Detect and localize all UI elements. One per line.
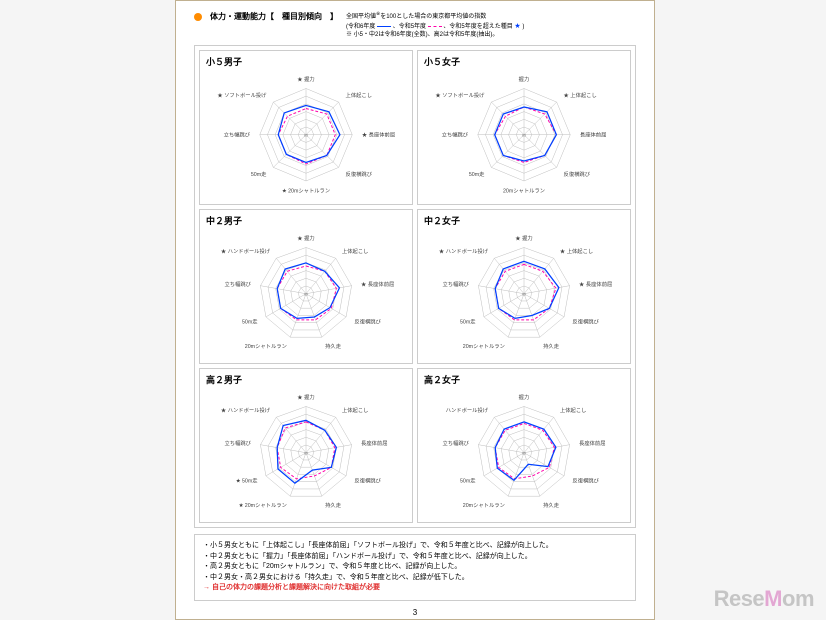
svg-text:★ 20mシャトルラン: ★ 20mシャトルラン [282,188,330,195]
svg-text:反復横跳び: 反復横跳び [572,318,599,326]
radar-chart: 小５女子握力★ 上体起こし長座体前屈反復横跳び20mシャトルラン50m走立ち幅跳… [417,50,631,205]
arrow-icon: → [203,584,210,591]
svg-text:85: 85 [522,452,526,456]
svg-text:立ち幅跳び: 立ち幅跳び [442,280,469,288]
svg-text:50m走: 50m走 [242,319,258,326]
note-item: 中２男女・高２男女における「持久走」で、令和５年度と比べ、記録が低下した。 [203,573,627,584]
subtitle-1b: を100とした場合の東京都平均値の指数 [380,14,486,20]
bullet-icon [194,13,202,21]
svg-text:持久走: 持久走 [325,502,342,510]
svg-text:握力: 握力 [519,393,530,401]
svg-text:持久走: 持久走 [325,343,342,351]
svg-text:立ち幅跳び: 立ち幅跳び [224,131,251,139]
svg-text:50m走: 50m走 [460,319,476,326]
subtitle-2b: 、令和5年度 [393,24,426,30]
star-icon: ★ [514,23,520,30]
svg-text:★ 長座体前屈: ★ 長座体前屈 [579,280,612,288]
watermark-a: Rese [714,586,765,611]
watermark-c: om [782,586,814,611]
svg-text:★ ソフトボール投げ: ★ ソフトボール投げ [217,92,267,100]
svg-text:上体起こし: 上体起こし [342,406,369,414]
svg-text:20mシャトルラン: 20mシャトルラン [245,344,287,351]
subtitle-3: ※ 小5・中2は令和6年度(全数)、高2は令和5年度(抽出)。 [346,32,498,38]
svg-text:★ 握力: ★ 握力 [297,393,314,401]
subtitle-2d: ) [522,24,524,30]
radar-chart: 高２男子★ 握力上体起こし長座体前屈反復横跳び持久走★ 20mシャトルラン★ 5… [199,368,413,523]
legend-r5-line [428,26,442,27]
svg-text:立ち幅跳び: 立ち幅跳び [442,131,469,139]
svg-text:上体起こし: 上体起こし [560,406,587,414]
svg-text:長座体前屈: 長座体前屈 [579,439,606,447]
svg-text:85: 85 [304,293,308,297]
radar-chart: 中２男子★ 握力上体起こし★ 長座体前屈反復横跳び持久走20mシャトルラン50m… [199,209,413,364]
charts-grid: 小５男子★ 握力上体起こし★ 長座体前屈反復横跳び★ 20mシャトルラン50m走… [194,45,636,528]
svg-text:★ 長座体前屈: ★ 長座体前屈 [361,280,394,288]
svg-text:ハンドボール投げ: ハンドボール投げ [446,406,489,414]
notes-conclusion: → 自己の体力の課題分析と課題解決に向けた取組が必要 [203,583,627,594]
subtitle-1a: 全国平均値 [346,14,376,20]
svg-text:上体起こし: 上体起こし [342,247,369,255]
svg-text:★ ハンドボール投げ: ★ ハンドボール投げ [221,406,271,414]
radar-chart: 高２女子握力上体起こし長座体前屈反復横跳び持久走20mシャトルラン50m走立ち幅… [417,368,631,523]
svg-text:立ち幅跳び: 立ち幅跳び [224,439,251,447]
note-item: 小５男女ともに「上体起こし」「長座体前屈」「ソフトボール投げ」で、令和５年度と比… [203,541,627,552]
svg-text:★ ハンドボール投げ: ★ ハンドボール投げ [439,247,489,255]
svg-text:反復横跳び: 反復横跳び [564,171,591,179]
svg-text:★ ハンドボール投げ: ★ ハンドボール投げ [221,247,271,255]
svg-text:20mシャトルラン: 20mシャトルラン [463,344,505,351]
svg-text:85: 85 [522,134,526,138]
svg-text:20mシャトルラン: 20mシャトルラン [503,188,545,195]
svg-text:85: 85 [522,293,526,297]
header: 体力・運動能力【 種目別傾向 】 全国平均値※を100とした場合の東京都平均値の… [194,11,636,39]
svg-text:反復横跳び: 反復横跳び [572,477,599,485]
svg-text:★ 握力: ★ 握力 [297,75,314,83]
legend-r6-line [377,26,391,27]
svg-text:★ 握力: ★ 握力 [515,234,532,242]
svg-text:★ 20mシャトルラン: ★ 20mシャトルラン [239,503,287,510]
svg-text:握力: 握力 [519,75,530,83]
svg-text:立ち幅跳び: 立ち幅跳び [224,280,251,288]
watermark: ReseMom [714,586,814,612]
svg-text:立ち幅跳び: 立ち幅跳び [442,439,469,447]
svg-text:★ 上体起こし: ★ 上体起こし [564,92,597,100]
svg-text:反復横跳び: 反復横跳び [346,171,373,179]
watermark-b: M [764,586,782,611]
svg-text:20mシャトルラン: 20mシャトルラン [463,503,505,510]
svg-text:持久走: 持久走 [543,343,560,351]
svg-text:長座体前屈: 長座体前屈 [580,131,607,139]
section-subtitle: 全国平均値※を100とした場合の東京都平均値の指数 (令和6年度 、令和5年度 … [346,11,524,39]
svg-text:85: 85 [304,452,308,456]
svg-text:反復横跳び: 反復横跳び [354,318,381,326]
note-item: 中２男女ともに「握力」「長座体前屈」「ハンドボール投げ」で、令和５年度と比べ、記… [203,552,627,563]
svg-text:★ ソフトボール投げ: ★ ソフトボール投げ [435,92,485,100]
svg-text:★ 長座体前屈: ★ 長座体前屈 [362,131,395,139]
svg-text:★ 上体起こし: ★ 上体起こし [560,247,593,255]
svg-text:長座体前屈: 長座体前屈 [361,439,388,447]
svg-text:50m走: 50m走 [251,172,267,179]
subtitle-2a: (令和6年度 [346,24,375,30]
svg-text:★ 50m走: ★ 50m走 [236,478,259,485]
radar-chart: 中２女子★ 握力★ 上体起こし★ 長座体前屈反復横跳び持久走20mシャトルラン5… [417,209,631,364]
document-page: 体力・運動能力【 種目別傾向 】 全国平均値※を100とした場合の東京都平均値の… [175,0,655,620]
section-title: 体力・運動能力【 種目別傾向 】 [210,11,338,22]
svg-text:持久走: 持久走 [543,502,560,510]
note-item: 高２男女ともに「20mシャトルラン」で、令和５年度と比べ、記録が向上した。 [203,562,627,573]
svg-text:上体起こし: 上体起こし [346,92,373,100]
svg-text:反復横跳び: 反復横跳び [354,477,381,485]
svg-text:50m走: 50m走 [460,478,476,485]
page-number: 3 [176,608,654,617]
svg-text:50m走: 50m走 [469,172,485,179]
svg-text:★ 握力: ★ 握力 [297,234,314,242]
conclusion-text: 自己の体力の課題分析と課題解決に向けた取組が必要 [212,584,380,591]
notes-list: 小５男女ともに「上体起こし」「長座体前屈」「ソフトボール投げ」で、令和５年度と比… [203,541,627,583]
svg-text:85: 85 [304,134,308,138]
radar-chart: 小５男子★ 握力上体起こし★ 長座体前屈反復横跳び★ 20mシャトルラン50m走… [199,50,413,205]
notes-box: 小５男女ともに「上体起こし」「長座体前屈」「ソフトボール投げ」で、令和５年度と比… [194,534,636,601]
subtitle-2c: 、令和5年度を超えた種目 [443,24,512,30]
